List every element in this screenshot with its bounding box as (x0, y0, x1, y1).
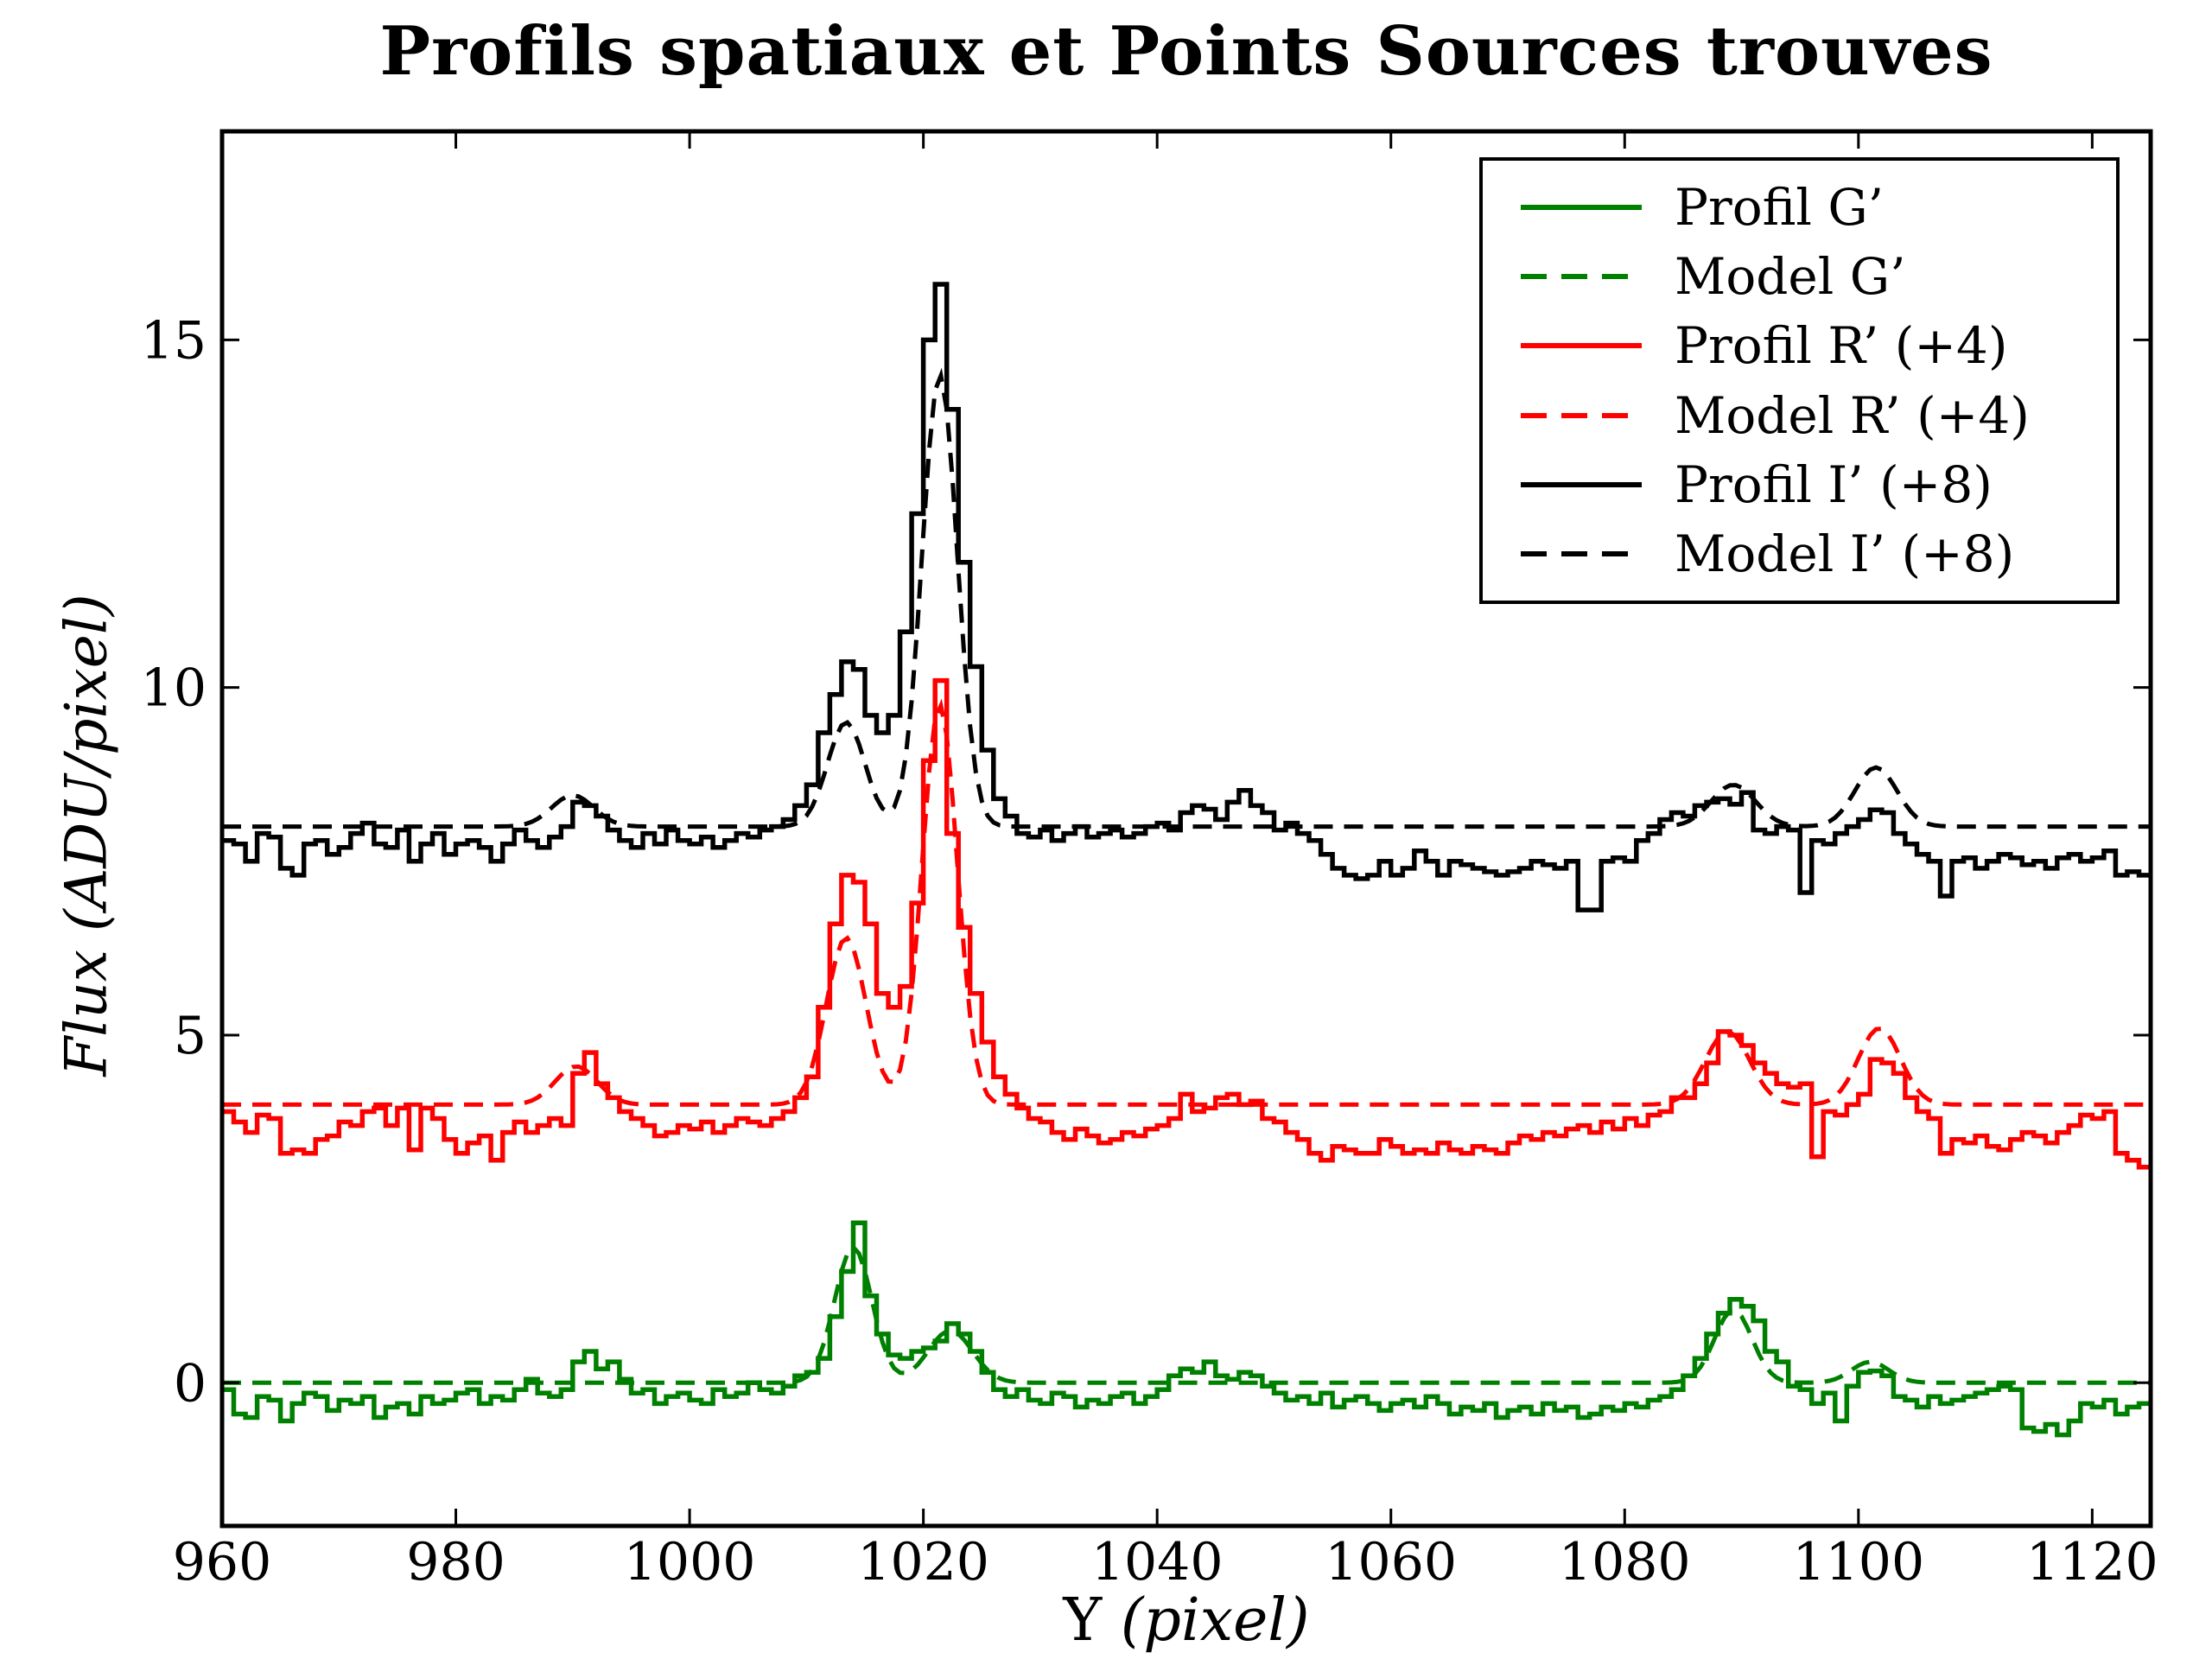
y-tick-label: 10 (141, 658, 207, 719)
legend-label: Profil G’ (1675, 178, 1885, 238)
x-tick-label: 1020 (857, 1532, 989, 1592)
legend-dashed-line-sample (1521, 274, 1642, 280)
legend-item: Profil G’ (1521, 178, 2116, 237)
x-tick-label: 1060 (1325, 1532, 1457, 1592)
legend-item: Profil R’ (+4) (1521, 316, 2116, 375)
y-tick-label: 0 (174, 1353, 207, 1414)
legend-item: Model R’ (+4) (1521, 386, 2116, 445)
x-tick-label: 1080 (1559, 1532, 1691, 1592)
profile-step-curve (222, 282, 2151, 912)
chart-title: Profils spatiaux et Points Sources trouv… (379, 12, 1993, 91)
y-tick-label: 15 (141, 310, 207, 371)
legend-label: Profil I’ (+8) (1675, 454, 1993, 514)
legend-solid-line-sample (1521, 343, 1642, 349)
x-tick-label: 1040 (1091, 1532, 1224, 1592)
legend-item: Model G’ (1521, 247, 2116, 306)
profile-step-curve (222, 1220, 2151, 1438)
y-axis-label: Flux (ADU/pixel) (53, 594, 120, 1077)
legend-item: Model I’ (+8) (1521, 524, 2116, 583)
legend-label: Model G’ (1675, 247, 1906, 307)
x-tick-label: 1000 (624, 1532, 756, 1592)
x-tick-label: 1100 (1792, 1532, 1924, 1592)
x-axis-label-italic: (pixel) (1120, 1586, 1310, 1655)
x-tick-label: 980 (406, 1532, 505, 1592)
legend-dashed-line-sample (1521, 550, 1642, 556)
legend-dashed-line-sample (1521, 412, 1642, 418)
y-tick-label: 5 (174, 1006, 207, 1066)
legend-solid-line-sample (1521, 481, 1642, 487)
x-axis-label-upright: Y (1063, 1586, 1121, 1655)
x-tick-label: 960 (173, 1532, 272, 1592)
legend-label: Model I’ (+8) (1675, 524, 2015, 583)
x-axis-label: Y (pixel) (222, 1586, 2151, 1655)
model-dashed-curve (222, 698, 2151, 1107)
legend-label: Model R’ (+4) (1675, 385, 2030, 445)
x-tick-label: 1120 (2026, 1532, 2158, 1592)
legend-solid-line-sample (1521, 205, 1642, 211)
profile-step-curve (222, 677, 2151, 1170)
legend-item: Profil I’ (+8) (1521, 455, 2116, 514)
legend-box: Profil G’ Model G’ Profil R’ (+4) Model R’ … (1479, 157, 2120, 604)
model-dashed-curve (222, 1243, 2151, 1385)
model-dashed-curve (222, 367, 2151, 830)
legend-label: Profil R’ (+4) (1675, 316, 2008, 376)
plot-border (219, 129, 2153, 1529)
